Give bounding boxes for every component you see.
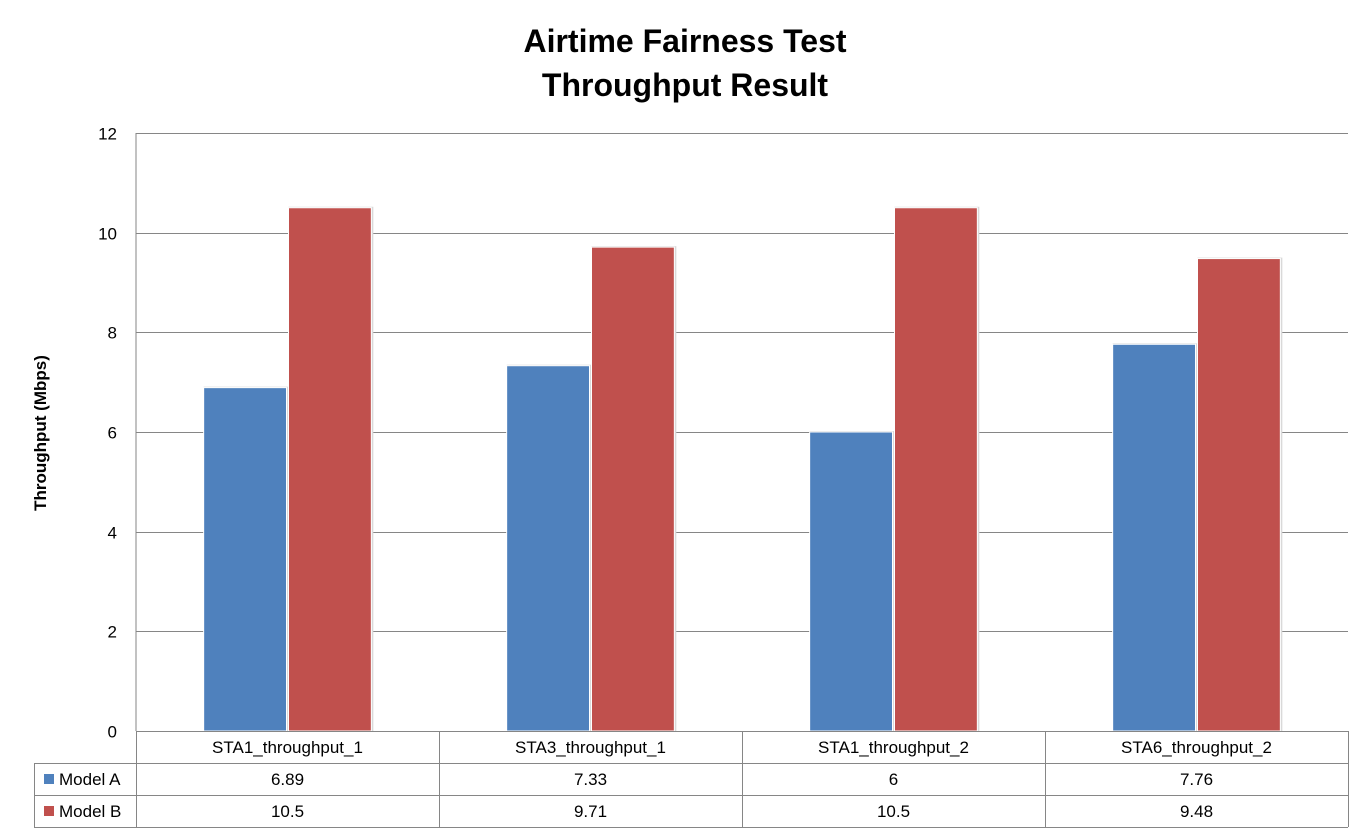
- bars: [203, 206, 1283, 732]
- y-tick-label: 4: [108, 524, 117, 543]
- data-label: 9.71: [574, 802, 607, 821]
- data-label: 10.5: [271, 802, 304, 821]
- legend-label: Model B: [59, 802, 121, 821]
- legend-swatch: [44, 806, 54, 816]
- category-label: STA1_throughput_1: [212, 738, 363, 757]
- y-tick-label: 10: [98, 225, 117, 244]
- data-label: 7.76: [1180, 770, 1213, 789]
- bar-model-a: [506, 365, 590, 732]
- y-tick-label: 0: [108, 723, 117, 742]
- y-axis-label: Throughput (Mbps): [31, 355, 50, 511]
- bar-model-a: [1112, 343, 1197, 732]
- bar-model-b: [894, 207, 978, 732]
- data-label: 7.33: [574, 770, 607, 789]
- y-tick-label: 12: [98, 125, 117, 144]
- bar-model-b: [288, 207, 372, 732]
- category-label: STA3_throughput_1: [515, 738, 666, 757]
- bar-model-a: [809, 431, 893, 732]
- chart-subtitle: Throughput Result: [542, 67, 829, 103]
- y-tick-label: 2: [108, 623, 117, 642]
- bar-model-a: [203, 387, 287, 732]
- data-label: 9.48: [1180, 802, 1213, 821]
- y-tick-label: 6: [108, 424, 117, 443]
- legend-swatch: [44, 774, 54, 784]
- data-label: 6.89: [271, 770, 304, 789]
- chart-title: Airtime Fairness Test: [523, 23, 846, 59]
- bar-model-b: [591, 246, 675, 732]
- data-label: 10.5: [877, 802, 910, 821]
- bar-model-b: [1197, 258, 1281, 732]
- y-axis-ticks: 0 2 4 6 8 10 12: [98, 125, 117, 742]
- category-label: STA1_throughput_2: [818, 738, 969, 757]
- category-label: STA6_throughput_2: [1121, 738, 1272, 757]
- y-tick-label: 8: [108, 324, 117, 343]
- data-label: 6: [889, 770, 898, 789]
- legend-label: Model A: [59, 770, 121, 789]
- data-table: STA1_throughput_1 STA3_throughput_1 STA1_t…: [34, 731, 1349, 828]
